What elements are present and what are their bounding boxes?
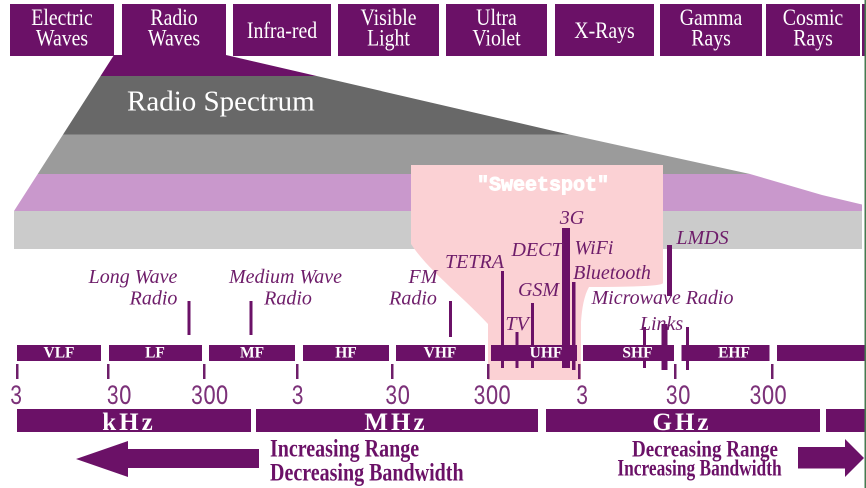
svg-text:Cosmic: Cosmic	[783, 5, 843, 31]
svg-text:Light: Light	[367, 25, 410, 51]
svg-text:Electric: Electric	[31, 5, 92, 31]
svg-text:Gamma: Gamma	[680, 5, 743, 31]
svg-text:Decreasing Bandwidth: Decreasing Bandwidth	[270, 458, 464, 486]
svg-text:Radio: Radio	[129, 288, 178, 310]
svg-text:3O: 3O	[385, 381, 410, 413]
svg-text:TETRA: TETRA	[445, 251, 505, 273]
svg-text:3: 3	[576, 381, 589, 413]
svg-text:3G: 3G	[559, 207, 585, 229]
svg-text:3O: 3O	[665, 381, 690, 413]
svg-text:3: 3	[291, 381, 304, 413]
svg-text:3OO: 3OO	[191, 381, 229, 413]
svg-text:FM: FM	[408, 266, 439, 288]
svg-text:Rays: Rays	[691, 25, 731, 51]
svg-text:TV: TV	[505, 313, 531, 335]
svg-text:Bluetooth: Bluetooth	[573, 262, 651, 284]
svg-text:Ultra: Ultra	[476, 5, 517, 31]
svg-text:Medium Wave: Medium Wave	[228, 266, 342, 288]
svg-text:Radio: Radio	[150, 5, 197, 31]
svg-text:Microwave Radio: Microwave Radio	[590, 287, 733, 309]
svg-text:MHz: MHz	[364, 409, 427, 436]
svg-text:EHF: EHF	[718, 345, 750, 362]
svg-text:3O: 3O	[106, 381, 131, 413]
svg-text:kHz: kHz	[102, 409, 155, 436]
svg-text:Infra-red: Infra-red	[247, 18, 317, 44]
svg-text:VLF: VLF	[44, 345, 75, 362]
svg-text:GSM: GSM	[518, 279, 560, 301]
svg-text:Violet: Violet	[472, 25, 520, 51]
svg-text:Decreasing Range: Decreasing Range	[632, 435, 778, 461]
svg-text:Increasing Bandwidth: Increasing Bandwidth	[617, 456, 782, 481]
svg-text:Waves: Waves	[148, 25, 200, 51]
svg-text:"Sweetspot": "Sweetspot"	[477, 175, 609, 198]
svg-text:X-Rays: X-Rays	[574, 18, 634, 44]
svg-text:SHF: SHF	[622, 345, 652, 362]
svg-text:Waves: Waves	[36, 25, 88, 51]
svg-text:Radio: Radio	[388, 288, 437, 310]
svg-text:DECT: DECT	[510, 239, 564, 261]
svg-text:LF: LF	[145, 345, 165, 362]
svg-text:Rays: Rays	[793, 25, 833, 51]
svg-text:UHF: UHF	[530, 345, 563, 362]
svg-text:HF: HF	[335, 345, 357, 362]
svg-text:GHz: GHz	[653, 409, 712, 436]
svg-text:Visible: Visible	[361, 5, 417, 31]
svg-text:Radio Spectrum: Radio Spectrum	[127, 86, 315, 118]
svg-text:Radio: Radio	[263, 288, 312, 310]
svg-text:WiFi: WiFi	[575, 237, 614, 259]
svg-text:3OO: 3OO	[473, 381, 511, 413]
svg-text:LMDS: LMDS	[675, 227, 728, 249]
svg-text:3OO: 3OO	[749, 381, 787, 413]
svg-text:3: 3	[10, 381, 23, 413]
svg-text:Increasing Range: Increasing Range	[270, 434, 419, 462]
svg-text:MF: MF	[240, 345, 264, 362]
svg-text:Links: Links	[639, 313, 684, 335]
svg-text:Long Wave: Long Wave	[88, 266, 178, 288]
svg-text:VHF: VHF	[424, 345, 457, 362]
